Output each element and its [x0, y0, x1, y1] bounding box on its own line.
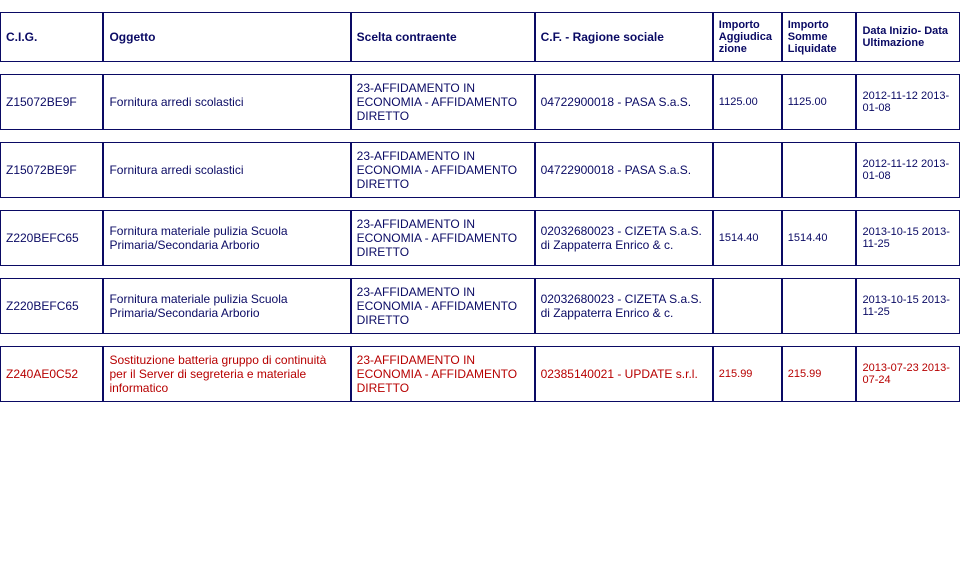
cell-liquidate: 1514.40 — [782, 210, 857, 266]
cell-oggetto: Sostituzione batteria gruppo di continui… — [103, 346, 350, 402]
cell-cf: 04722900018 - PASA S.a.S. — [535, 74, 713, 130]
data-table: C.I.G. Oggetto Scelta contraente C.F. - … — [0, 0, 960, 414]
table-row: Z220BEFC65Fornitura materiale pulizia Sc… — [0, 278, 960, 334]
cell-liquidate — [782, 278, 857, 334]
col-date: Data Inizio- Data Ultimazione — [856, 12, 960, 62]
table-row: Z15072BE9FFornitura arredi scolastici23-… — [0, 142, 960, 198]
cell-date: 2012-11-12 2013-01-08 — [856, 142, 960, 198]
cell-aggiudica — [713, 278, 782, 334]
cell-date: 2012-11-12 2013-01-08 — [856, 74, 960, 130]
cell-scelta: 23-AFFIDAMENTO IN ECONOMIA - AFFIDAMENTO… — [351, 278, 535, 334]
cell-cig: Z15072BE9F — [0, 142, 103, 198]
col-cig: C.I.G. — [0, 12, 103, 62]
cell-oggetto: Fornitura materiale pulizia Scuola Prima… — [103, 210, 350, 266]
cell-cf: 02032680023 - CIZETA S.a.S. di Zappaterr… — [535, 210, 713, 266]
cell-cf: 02032680023 - CIZETA S.a.S. di Zappaterr… — [535, 278, 713, 334]
cell-scelta: 23-AFFIDAMENTO IN ECONOMIA - AFFIDAMENTO… — [351, 346, 535, 402]
cell-date: 2013-07-23 2013-07-24 — [856, 346, 960, 402]
cell-oggetto: Fornitura arredi scolastici — [103, 74, 350, 130]
cell-cig: Z240AE0C52 — [0, 346, 103, 402]
header-row: C.I.G. Oggetto Scelta contraente C.F. - … — [0, 12, 960, 62]
cell-cf: 02385140021 - UPDATE s.r.l. — [535, 346, 713, 402]
col-liquidate: Importo Somme Liquidate — [782, 12, 857, 62]
cell-cig: Z220BEFC65 — [0, 278, 103, 334]
cell-scelta: 23-AFFIDAMENTO IN ECONOMIA - AFFIDAMENTO… — [351, 142, 535, 198]
cell-liquidate: 1125.00 — [782, 74, 857, 130]
cell-aggiudica: 1125.00 — [713, 74, 782, 130]
cell-cig: Z220BEFC65 — [0, 210, 103, 266]
cell-aggiudica: 215.99 — [713, 346, 782, 402]
cell-oggetto: Fornitura arredi scolastici — [103, 142, 350, 198]
cell-cf: 04722900018 - PASA S.a.S. — [535, 142, 713, 198]
cell-date: 2013-10-15 2013-11-25 — [856, 278, 960, 334]
col-aggiudica: Importo Aggiudica zione — [713, 12, 782, 62]
table-row: Z220BEFC65Fornitura materiale pulizia Sc… — [0, 210, 960, 266]
cell-aggiudica — [713, 142, 782, 198]
cell-aggiudica: 1514.40 — [713, 210, 782, 266]
cell-liquidate: 215.99 — [782, 346, 857, 402]
cell-scelta: 23-AFFIDAMENTO IN ECONOMIA - AFFIDAMENTO… — [351, 210, 535, 266]
table-row: Z15072BE9FFornitura arredi scolastici23-… — [0, 74, 960, 130]
cell-scelta: 23-AFFIDAMENTO IN ECONOMIA - AFFIDAMENTO… — [351, 74, 535, 130]
cell-liquidate — [782, 142, 857, 198]
col-cf: C.F. - Ragione sociale — [535, 12, 713, 62]
cell-oggetto: Fornitura materiale pulizia Scuola Prima… — [103, 278, 350, 334]
table-row: Z240AE0C52Sostituzione batteria gruppo d… — [0, 346, 960, 402]
cell-date: 2013-10-15 2013-11-25 — [856, 210, 960, 266]
col-oggetto: Oggetto — [103, 12, 350, 62]
cell-cig: Z15072BE9F — [0, 74, 103, 130]
col-scelta: Scelta contraente — [351, 12, 535, 62]
